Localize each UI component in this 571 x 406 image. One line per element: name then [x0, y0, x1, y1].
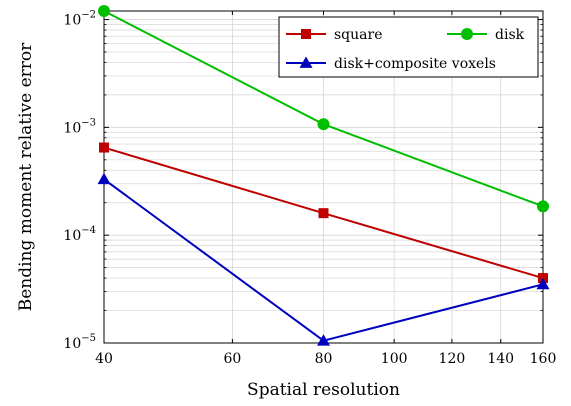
data-point-disk	[537, 200, 549, 213]
legend-box	[278, 16, 539, 78]
legend-label-disk: disk	[495, 27, 525, 43]
data-point-disk-composite-voxels	[536, 277, 550, 290]
x-tick-label: 40	[95, 351, 113, 367]
series-disk-composite-voxels	[97, 172, 550, 346]
data-point-disk	[317, 118, 330, 131]
x-tick-label: 120	[439, 351, 466, 367]
legend-entry-square: square	[286, 27, 383, 43]
legend-label-square: square	[334, 27, 383, 43]
legend-entry-disk-composite-voxels: disk+composite voxels	[286, 56, 496, 72]
x-tick-label: 60	[223, 351, 241, 367]
series-group	[97, 5, 550, 346]
data-point-square	[99, 142, 109, 153]
y-tick-label: 10−4	[63, 225, 96, 244]
legend-marker-disk	[461, 28, 473, 40]
data-point-disk-composite-voxels	[97, 172, 111, 185]
legend-entry-disk: disk	[447, 27, 525, 43]
data-point-square	[318, 208, 329, 219]
x-tick-label: 140	[487, 351, 514, 367]
legend-marker-square	[301, 29, 311, 39]
y-tick-label: 10−2	[63, 10, 96, 29]
legend-marker-disk-composite-voxels	[299, 56, 313, 68]
x-tick-label: 80	[315, 351, 333, 367]
x-axis-label: Spatial resolution	[247, 380, 400, 400]
y-tick-label: 10−3	[63, 117, 96, 136]
axis-ticks: 40 60 80 100 120 140 160 10−5 10−4 10−3 10−2	[63, 10, 556, 367]
x-tick-label: 160	[530, 351, 557, 367]
x-tick-label: 100	[381, 351, 408, 367]
legend: square disk disk+composite voxels	[278, 16, 539, 78]
data-point-disk	[98, 5, 110, 17]
data-point-disk-composite-voxels	[317, 334, 330, 346]
series-disk	[98, 5, 549, 213]
legend-label-disk-composite-voxels: disk+composite voxels	[334, 56, 496, 72]
y-tick-label: 10−5	[63, 333, 96, 352]
y-axis-label: Bending moment relative error	[16, 42, 36, 311]
